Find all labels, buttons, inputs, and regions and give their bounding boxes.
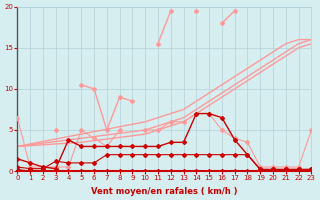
- X-axis label: Vent moyen/en rafales ( km/h ): Vent moyen/en rafales ( km/h ): [91, 187, 238, 196]
